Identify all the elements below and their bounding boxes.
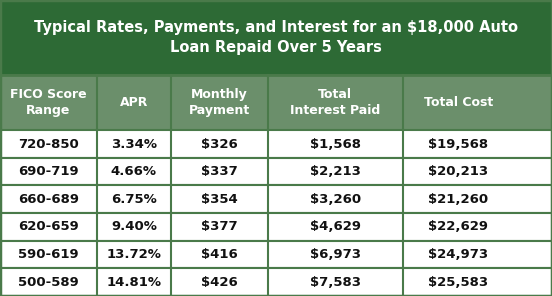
Text: $337: $337 [201, 165, 238, 178]
Text: Total
Interest Paid: Total Interest Paid [290, 89, 380, 117]
Text: $377: $377 [201, 221, 238, 234]
Text: 13.72%: 13.72% [107, 248, 161, 261]
Text: 590-619: 590-619 [18, 248, 78, 261]
Text: $6,973: $6,973 [310, 248, 361, 261]
Bar [0, 186, 552, 213]
Text: $3,260: $3,260 [310, 193, 361, 206]
Text: $24,973: $24,973 [428, 248, 488, 261]
Text: $2,213: $2,213 [310, 165, 361, 178]
Bar [0, 158, 552, 186]
Text: $354: $354 [201, 193, 238, 206]
Text: Total Cost: Total Cost [423, 96, 493, 109]
Text: 3.34%: 3.34% [111, 138, 157, 151]
Text: 500-589: 500-589 [18, 276, 79, 289]
Text: $426: $426 [201, 276, 238, 289]
Text: 6.75%: 6.75% [111, 193, 157, 206]
Text: 9.40%: 9.40% [111, 221, 157, 234]
Text: 720-850: 720-850 [18, 138, 79, 151]
Text: $4,629: $4,629 [310, 221, 361, 234]
Text: $7,583: $7,583 [310, 276, 361, 289]
Text: 14.81%: 14.81% [107, 276, 161, 289]
Bar [0, 241, 552, 268]
Text: 4.66%: 4.66% [111, 165, 157, 178]
Text: $21,260: $21,260 [428, 193, 488, 206]
Text: $20,213: $20,213 [428, 165, 488, 178]
Text: $416: $416 [201, 248, 238, 261]
Text: $326: $326 [201, 138, 238, 151]
Text: 690-719: 690-719 [18, 165, 78, 178]
Bar [0, 0, 552, 75]
Text: 620-659: 620-659 [18, 221, 79, 234]
Bar [0, 213, 552, 241]
Text: Typical Rates, Payments, and Interest for an $18,000 Auto
Loan Repaid Over 5 Yea: Typical Rates, Payments, and Interest fo… [34, 20, 518, 55]
Text: $1,568: $1,568 [310, 138, 361, 151]
Text: FICO Score
Range: FICO Score Range [10, 89, 87, 117]
Bar [0, 130, 552, 158]
Text: $25,583: $25,583 [428, 276, 488, 289]
Bar [0, 75, 552, 130]
Bar [0, 268, 552, 296]
Text: $22,629: $22,629 [428, 221, 488, 234]
Text: 660-689: 660-689 [18, 193, 79, 206]
Text: APR: APR [120, 96, 148, 109]
Text: $19,568: $19,568 [428, 138, 488, 151]
Text: Monthly
Payment: Monthly Payment [189, 89, 250, 117]
